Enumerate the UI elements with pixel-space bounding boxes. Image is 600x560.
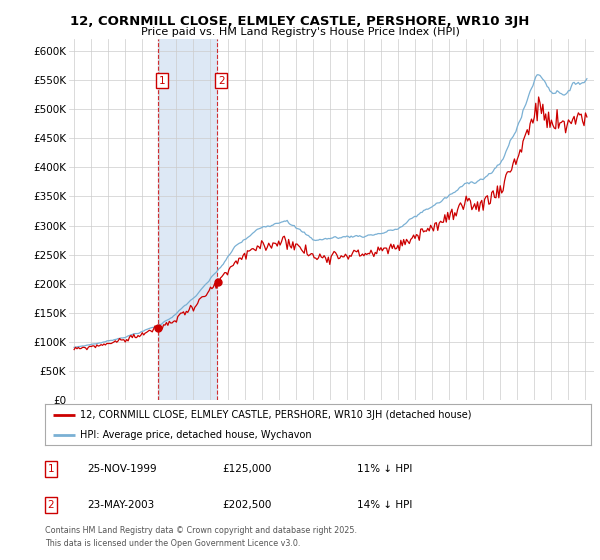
Text: Contains HM Land Registry data © Crown copyright and database right 2025.
This d: Contains HM Land Registry data © Crown c…	[45, 526, 357, 548]
Text: HPI: Average price, detached house, Wychavon: HPI: Average price, detached house, Wych…	[80, 431, 312, 440]
Text: 2: 2	[47, 500, 55, 510]
Text: £125,000: £125,000	[222, 464, 271, 474]
Text: 23-MAY-2003: 23-MAY-2003	[87, 500, 154, 510]
Text: £202,500: £202,500	[222, 500, 271, 510]
Text: 1: 1	[47, 464, 55, 474]
Text: 12, CORNMILL CLOSE, ELMLEY CASTLE, PERSHORE, WR10 3JH: 12, CORNMILL CLOSE, ELMLEY CASTLE, PERSH…	[70, 15, 530, 27]
Bar	[158, 39, 217, 400]
Text: 25-NOV-1999: 25-NOV-1999	[87, 464, 157, 474]
Text: 14% ↓ HPI: 14% ↓ HPI	[357, 500, 412, 510]
Text: Price paid vs. HM Land Registry's House Price Index (HPI): Price paid vs. HM Land Registry's House …	[140, 27, 460, 37]
Text: 2: 2	[218, 76, 224, 86]
Text: 11% ↓ HPI: 11% ↓ HPI	[357, 464, 412, 474]
Text: 1: 1	[158, 76, 165, 86]
Text: 12, CORNMILL CLOSE, ELMLEY CASTLE, PERSHORE, WR10 3JH (detached house): 12, CORNMILL CLOSE, ELMLEY CASTLE, PERSH…	[80, 410, 472, 421]
